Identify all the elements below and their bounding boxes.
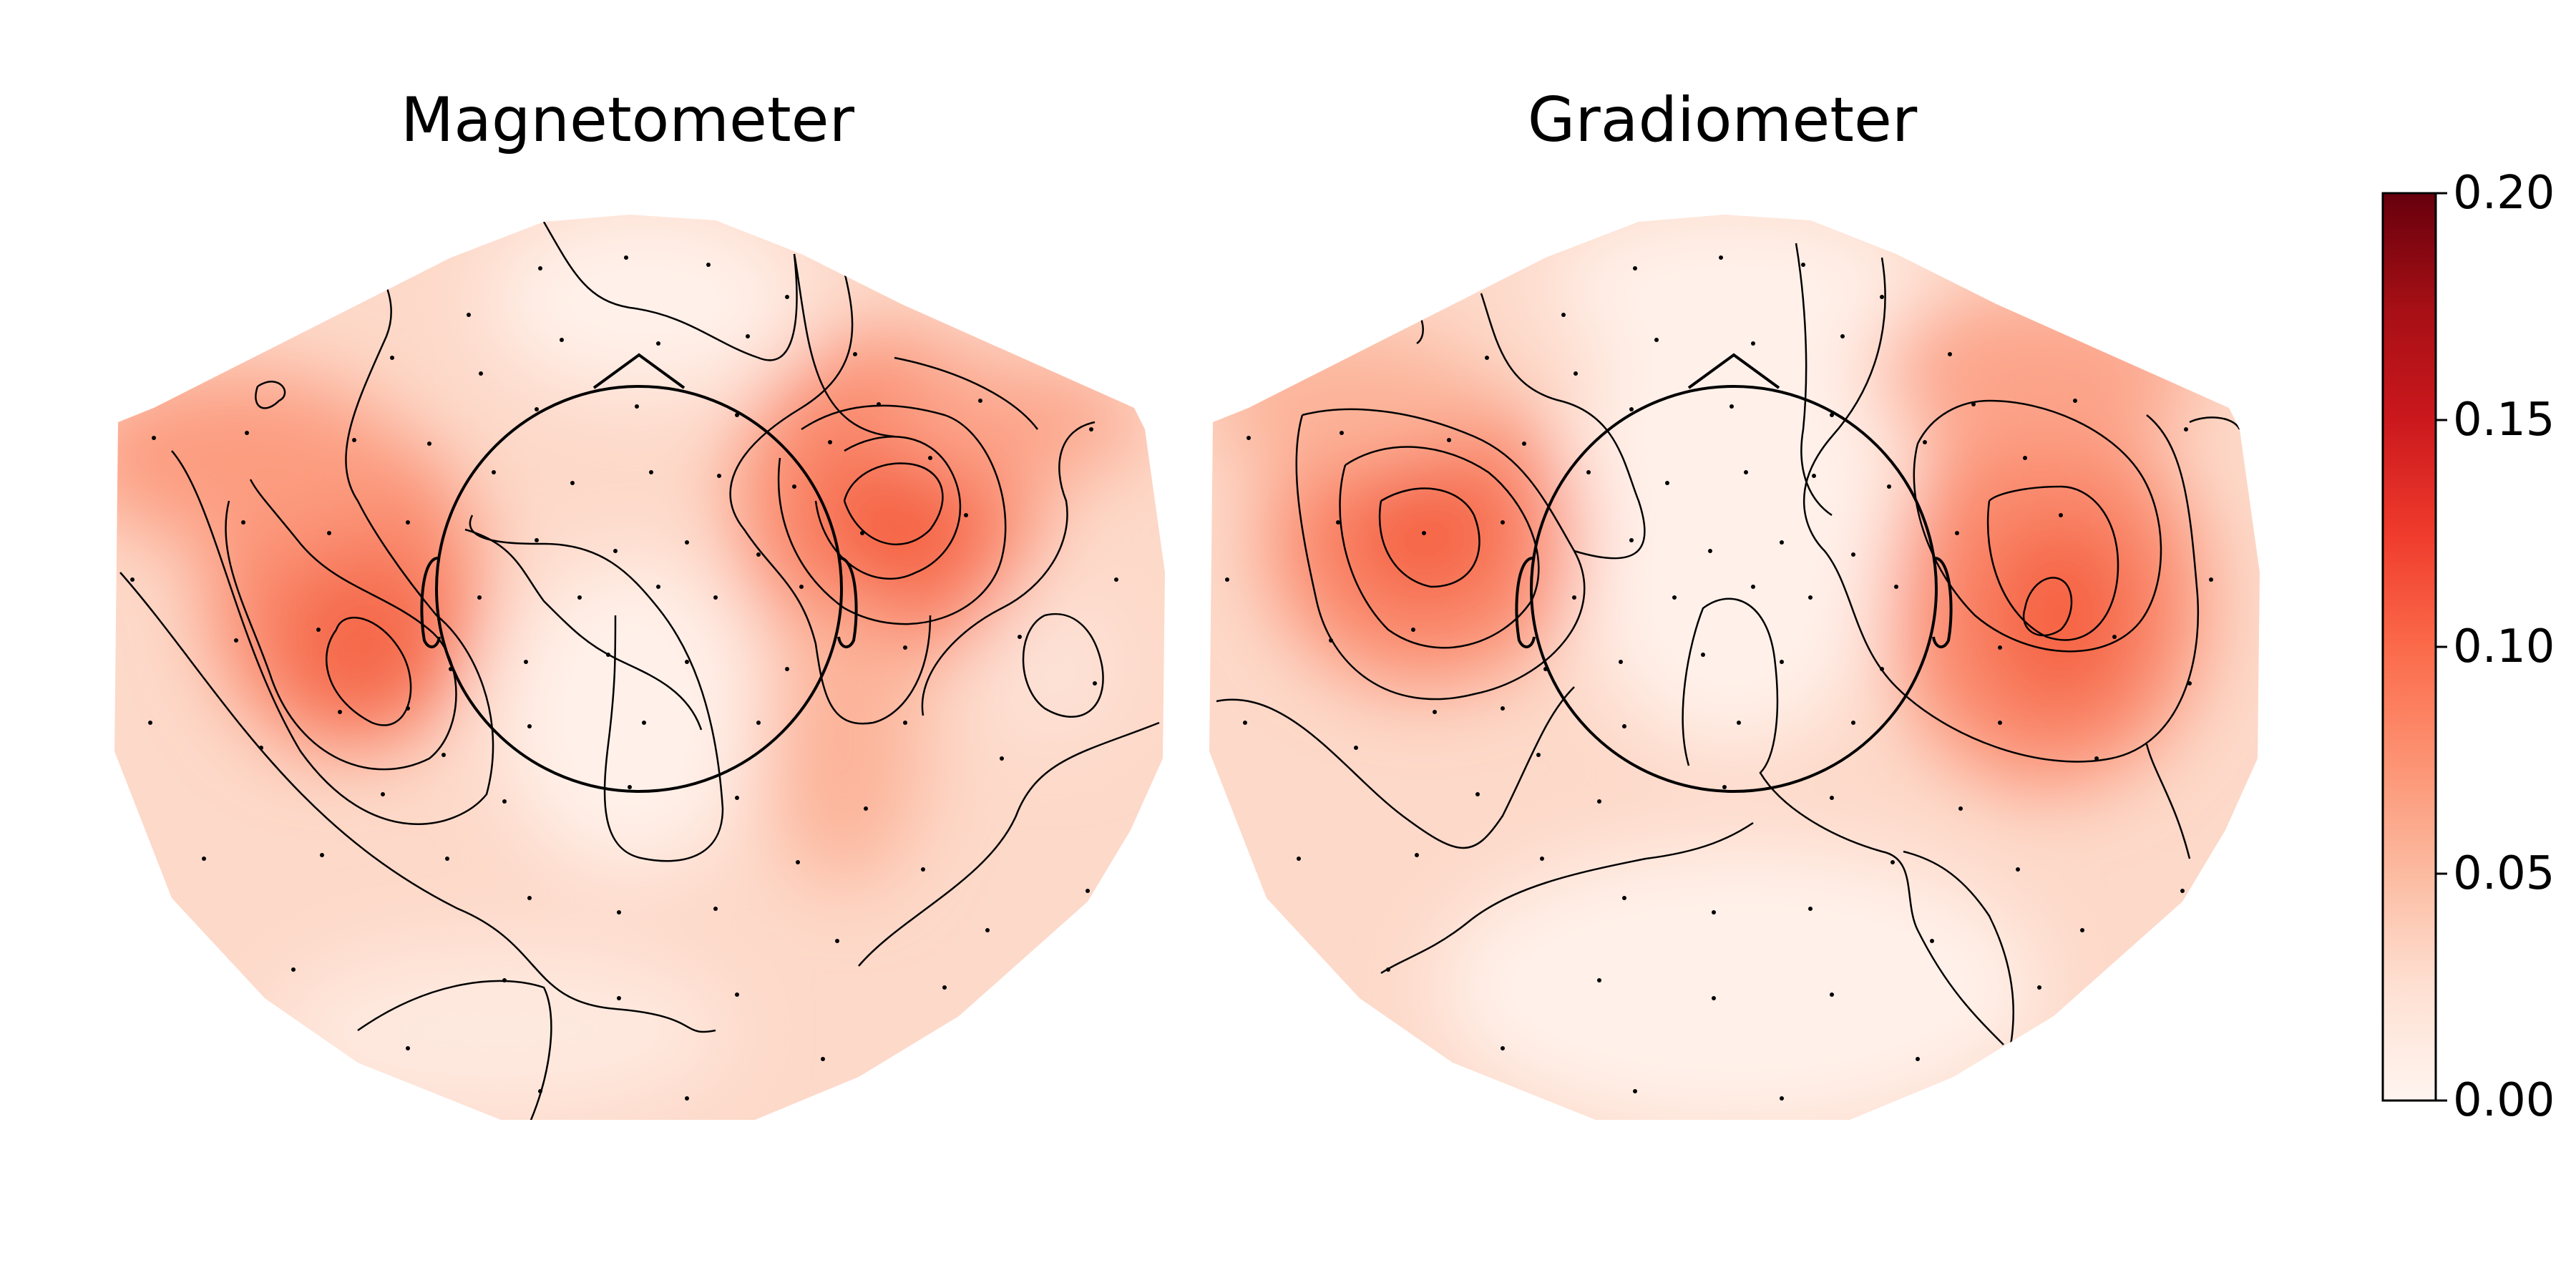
colorbar-ticks [2436,192,2447,1102]
colorbar-tick-label: 0.00 [2453,1074,2555,1127]
magnetometer-head-outline [420,353,858,793]
gradiometer-title: Gradiometer [1527,84,1918,156]
colorbar-tick-label: 0.05 [2453,847,2555,900]
gradiometer-sensors [1225,255,2213,1101]
colorbar-gradient [2381,192,2437,1102]
gradiometer-field-blobs [1209,215,2204,1120]
gradiometer-contours [1216,243,2241,1045]
magnetometer-title: Magnetometer [401,84,854,156]
gradiometer-head-outline [1515,353,1953,793]
magnetometer-topomap [114,215,1165,1120]
colorbar-tick-label: 0.15 [2453,394,2555,447]
colorbar-tick-label: 0.20 [2453,167,2555,220]
gradiometer-topomap [1209,215,2260,1120]
colorbar [2381,192,2447,1102]
magnetometer-sensors [130,255,1118,1101]
magnetometer-contours [119,221,1160,1120]
magnetometer-field-blobs [114,215,1145,1116]
colorbar-tick-label: 0.10 [2453,620,2555,673]
